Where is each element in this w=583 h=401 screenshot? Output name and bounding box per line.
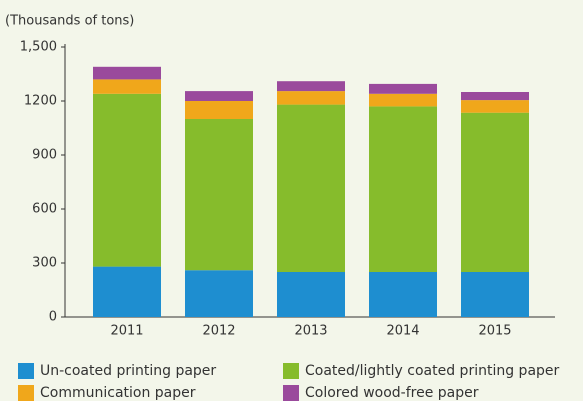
y-tick-label: 300 xyxy=(32,256,57,271)
legend-swatch xyxy=(18,363,34,379)
legend-swatch xyxy=(18,385,34,401)
y-tick-label: 1,500 xyxy=(20,40,57,55)
legend-swatch xyxy=(283,363,299,379)
bar-segment xyxy=(93,266,161,317)
bar-segment xyxy=(185,101,253,119)
y-axis-label: (Thousands of tons) xyxy=(5,14,134,29)
bar-segment xyxy=(461,100,529,113)
legend-label: Coated/lightly coated printing paper xyxy=(305,363,560,379)
bar-segment xyxy=(369,83,437,94)
bar-segment xyxy=(277,91,345,105)
bar-segment xyxy=(461,112,529,272)
bar-segment xyxy=(277,272,345,317)
bar-segment xyxy=(93,79,161,94)
bar-segment xyxy=(369,272,437,317)
legend-label: Un-coated printing paper xyxy=(40,363,216,379)
bar-segment xyxy=(277,104,345,272)
y-tick-label: 900 xyxy=(32,148,57,163)
x-tick-label: 2012 xyxy=(202,324,235,339)
legend-swatch xyxy=(283,385,299,401)
legend: Un-coated printing paper Coated/lightly c… xyxy=(18,363,560,401)
bar-segment xyxy=(461,92,529,101)
x-tick-label: 2011 xyxy=(110,324,143,339)
y-tick-label: 600 xyxy=(32,202,57,217)
bar-segment xyxy=(93,93,161,267)
bar-segment xyxy=(369,93,437,107)
bar-segment xyxy=(185,119,253,271)
bar-segment xyxy=(461,272,529,317)
bar-segment xyxy=(277,81,345,92)
bar-segment xyxy=(185,91,253,101)
legend-label: Colored wood-free paper xyxy=(305,385,479,401)
x-tick-label: 2015 xyxy=(478,324,511,339)
y-tick-label: 1200 xyxy=(24,94,57,109)
x-tick-label: 2014 xyxy=(386,324,419,339)
x-tick-label: 2013 xyxy=(294,324,327,339)
legend-label: Communication paper xyxy=(40,385,196,401)
bar-segment xyxy=(185,270,253,317)
bar-segment xyxy=(93,66,161,80)
y-tick-label: 0 xyxy=(49,310,57,325)
bar-segment xyxy=(369,106,437,273)
